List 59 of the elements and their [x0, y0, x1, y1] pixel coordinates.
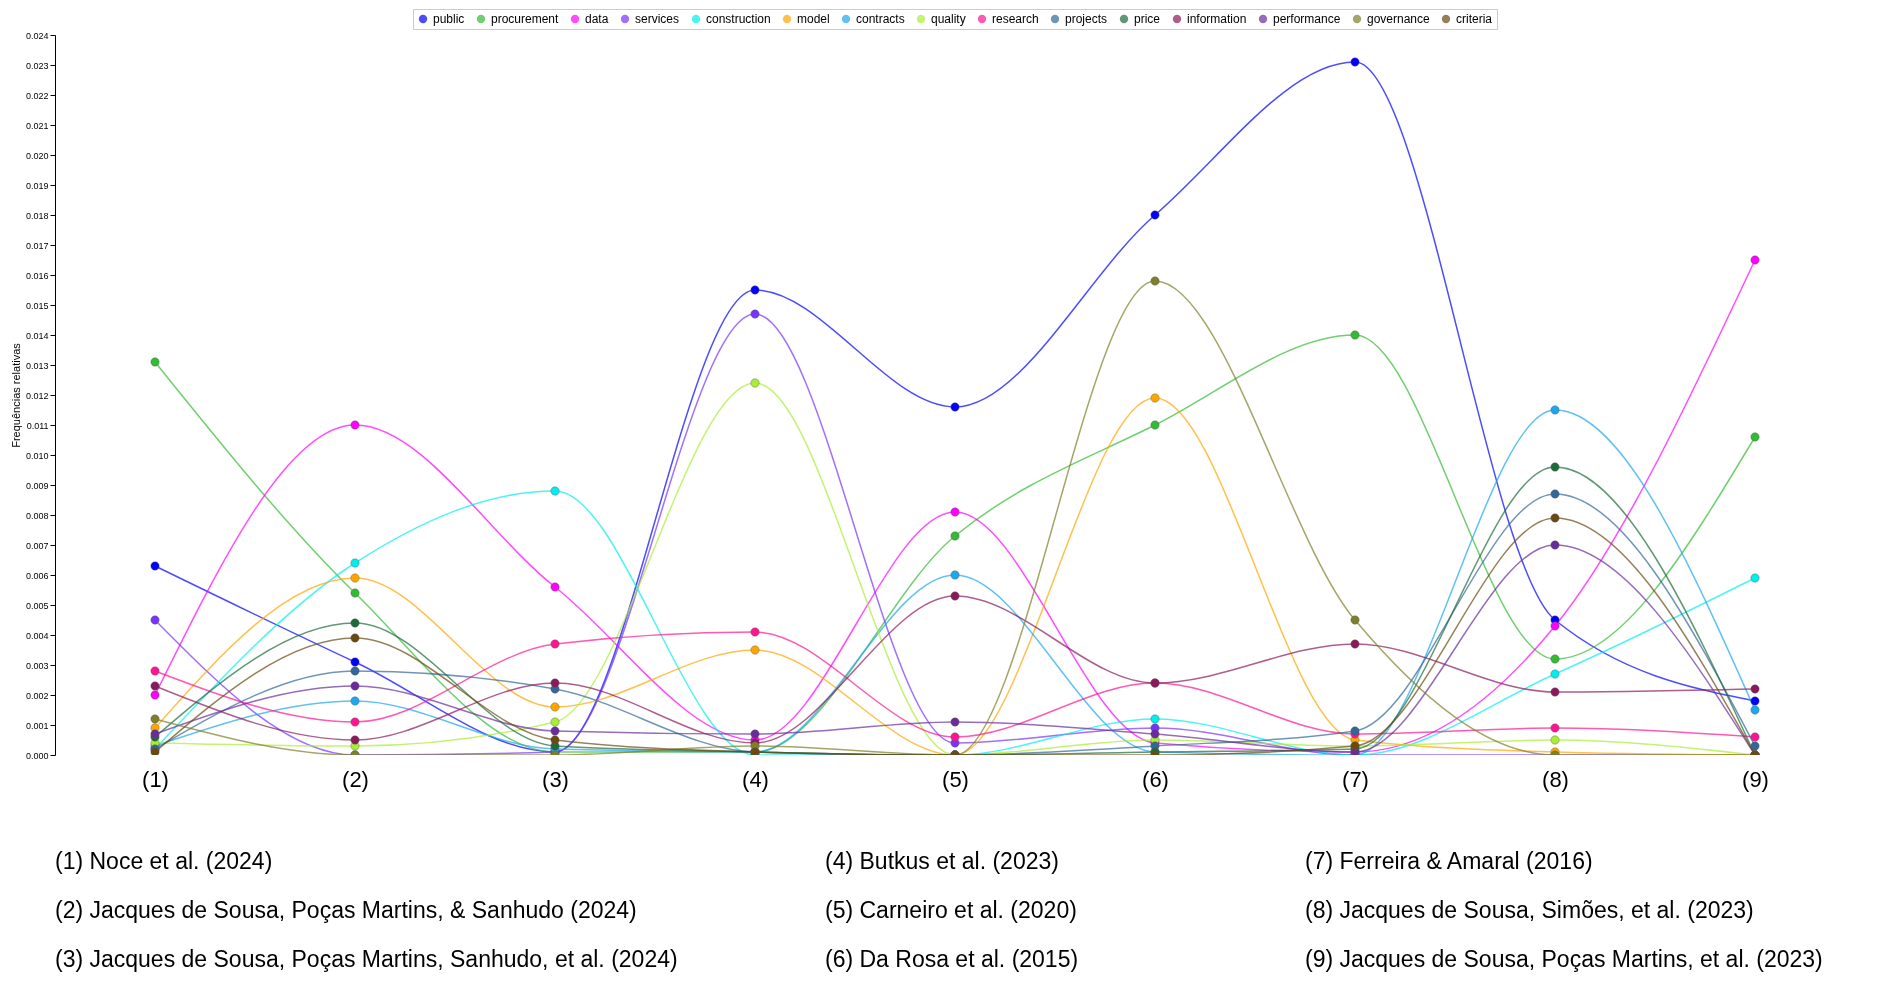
legend-label: services [635, 12, 680, 26]
text: (4) Butkus et al. (2023) [825, 848, 1060, 876]
y-tick-label: 0.001 [25, 720, 49, 731]
legend-label: procurement [491, 12, 560, 26]
y-tick-label: 0.012 [25, 390, 49, 401]
legend-label: quality [931, 12, 966, 26]
x-tick-label: (4) [742, 766, 769, 792]
y-tick-label: 0.014 [25, 330, 49, 341]
x-tick-label: (9) [1742, 766, 1769, 792]
x-tick-label: (8) [1542, 766, 1569, 792]
legend-label: projects [1065, 12, 1108, 26]
x-tick-label: (7) [1342, 766, 1369, 792]
y-tick-label: 0.015 [25, 300, 49, 311]
y-tick-label: 0.006 [25, 570, 49, 581]
text: (5) Carneiro et al. (2020) [825, 897, 1078, 925]
y-tick-label: 0.004 [25, 630, 49, 641]
legend-label: governance [1367, 12, 1431, 26]
y-tick-label: 0.022 [25, 90, 49, 101]
y-tick-label: 0.005 [25, 600, 49, 611]
y-tick-label: 0.017 [25, 240, 49, 251]
text: (7) Ferreira & Amaral (2016) [1305, 848, 1594, 876]
x-tick-label: (6) [1142, 766, 1169, 792]
legend-label: construction [706, 12, 771, 26]
y-tick-label: 0.002 [25, 690, 49, 701]
text: (3) Jacques de Sousa, Poças Martins, Sanhudo, et al. (2024) [55, 946, 679, 974]
x-tick-label: (1) [142, 766, 169, 792]
legend-label: contracts [856, 12, 905, 26]
legend-label: model [797, 12, 830, 26]
x-tick-label: (5) [942, 766, 969, 792]
text: (2) Jacques de Sousa, Poças Martins, & Sanhudo (2024) [55, 897, 638, 925]
text: (1) Noce et al. (2024) [55, 848, 274, 876]
legend-label: public [433, 12, 465, 26]
x-tick-label: (2) [342, 766, 369, 792]
legend-label: research [992, 12, 1039, 26]
legend-label: information [1187, 12, 1247, 26]
y-tick-label: 0.003 [25, 660, 49, 671]
x-tick-label: (3) [542, 766, 569, 792]
y-tick-label: 0.024 [25, 30, 49, 41]
y-tick-label: 0.007 [25, 540, 49, 551]
text: (8) Jacques de Sousa, Simões, et al. (2023) [1305, 897, 1755, 925]
y-tick-label: 0.008 [25, 510, 49, 521]
text: (6) Da Rosa et al. (2015) [825, 946, 1080, 974]
legend-label: performance [1273, 12, 1341, 26]
y-tick-label: 0.020 [25, 150, 49, 161]
y-axis-title: Frequências relativas [9, 342, 22, 448]
y-tick-label: 0.000 [25, 750, 49, 761]
y-tick-label: 0.013 [25, 360, 49, 371]
y-tick-label: 0.009 [25, 480, 49, 491]
y-tick-label: 0.018 [25, 210, 49, 221]
y-tick-label: 0.023 [25, 60, 49, 71]
y-tick-label: 0.011 [26, 420, 49, 431]
y-tick-label: 0.010 [25, 450, 49, 461]
y-tick-label: 0.021 [25, 120, 49, 131]
legend-label: price [1134, 12, 1161, 26]
y-tick-label: 0.016 [25, 270, 49, 281]
y-tick-label: 0.019 [25, 180, 49, 191]
legend-label: data [585, 12, 609, 26]
text: (9) Jacques de Sousa, Poças Martins, et al. (2023) [1305, 946, 1824, 974]
legend-label: criteria [1456, 12, 1493, 26]
